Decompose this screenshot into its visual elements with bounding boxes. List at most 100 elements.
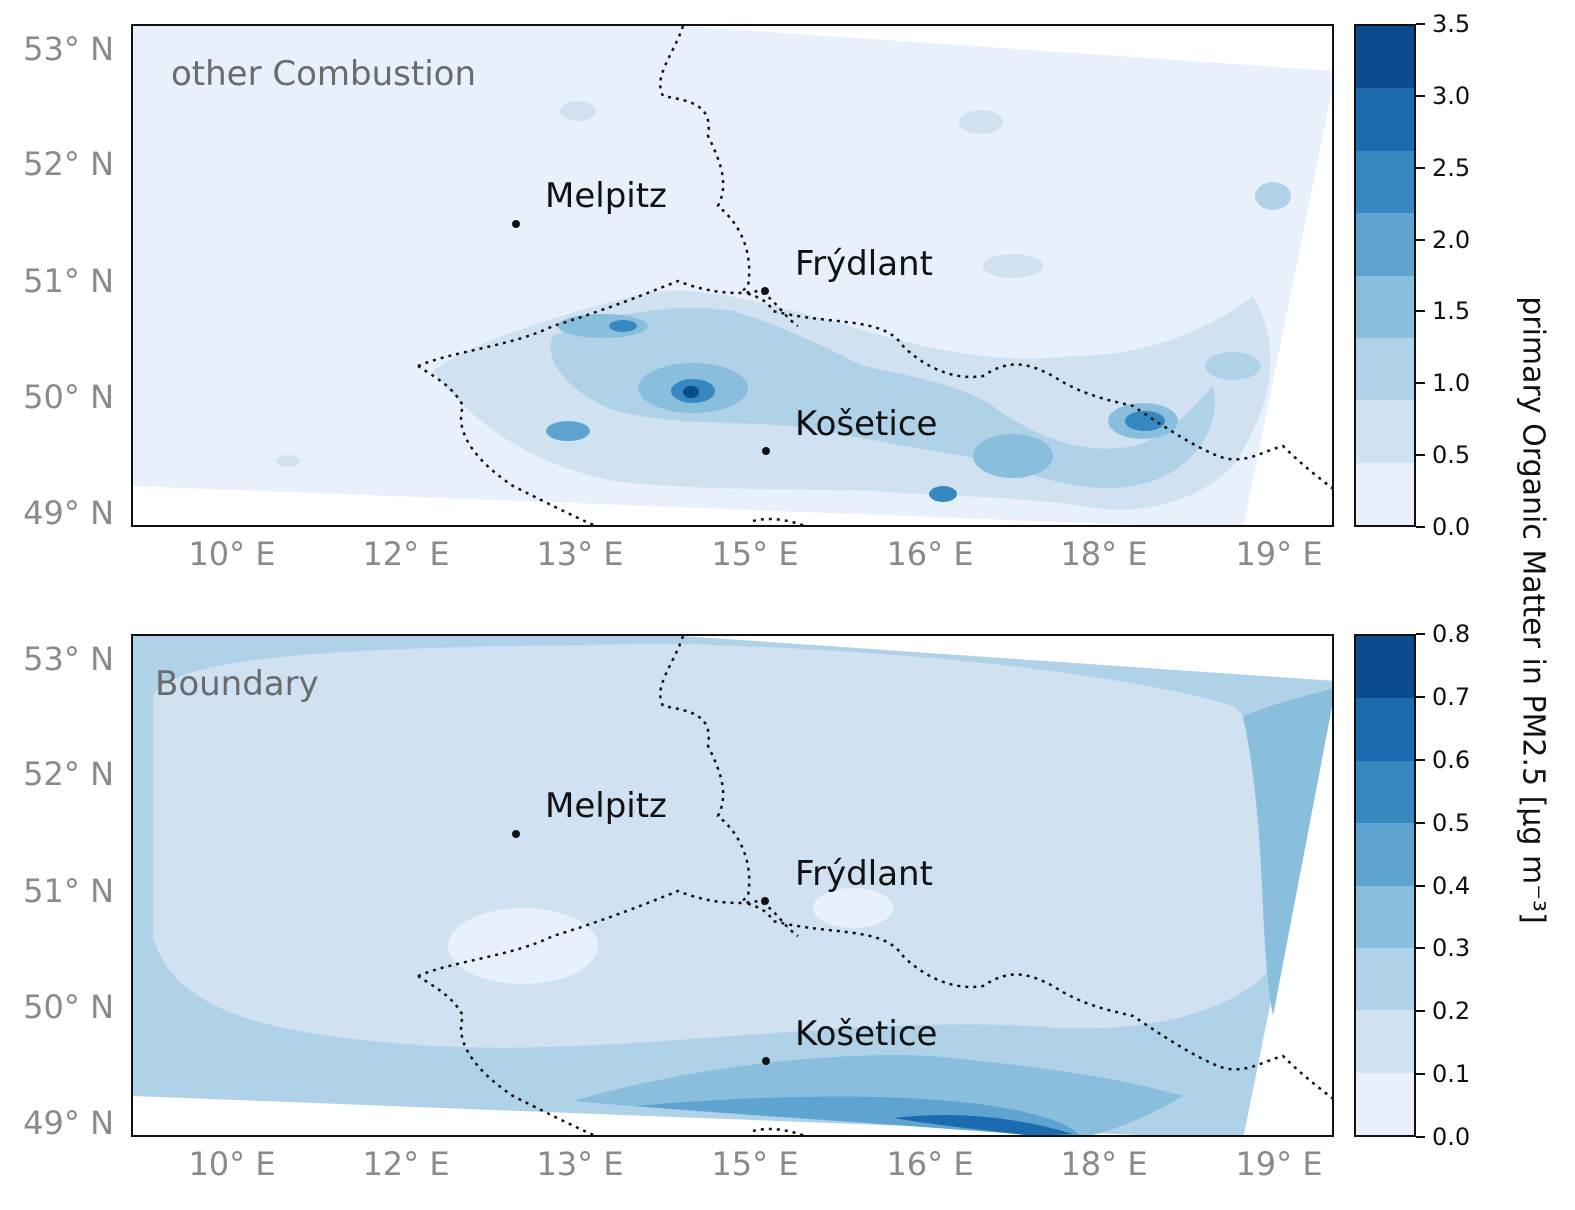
colorbar-tick-mark xyxy=(1416,1136,1425,1138)
colorbar-segment xyxy=(1356,760,1414,824)
colorbar-segment xyxy=(1356,88,1414,151)
colorbar-tick-label: 0.8 xyxy=(1432,620,1471,648)
map-panel-other-combustion: other Combustion Melpitz Frýdlant Košeti… xyxy=(0,0,1575,600)
map-area: other Combustion Melpitz Frýdlant Košeti… xyxy=(131,24,1334,527)
lat-tick-label: 51° N xyxy=(23,872,114,910)
colorbar-segment xyxy=(1356,275,1414,338)
colorbar-segment xyxy=(1356,885,1414,948)
contour-level-2 xyxy=(550,307,1215,489)
colorbar-tick-label: 0.3 xyxy=(1432,934,1471,963)
lon-tick-label: 19° E xyxy=(1235,535,1323,573)
map-field xyxy=(133,26,1332,525)
lat-tick-label: 53° N xyxy=(23,30,114,68)
colorbar-segment xyxy=(1356,26,1414,89)
colorbar-tick-mark xyxy=(1416,633,1425,635)
lon-tick-label: 15° E xyxy=(711,535,799,573)
colorbar-segment xyxy=(1356,337,1414,401)
station-marker-frydlant xyxy=(761,897,769,905)
colorbar-tick-label: 1.5 xyxy=(1432,297,1471,326)
lon-tick-label: 12° E xyxy=(362,535,450,573)
colorbar-tick-label: 3.0 xyxy=(1432,81,1471,110)
contour-level-1 xyxy=(153,644,1290,1048)
lon-tick-label: 19° E xyxy=(1235,1145,1323,1183)
lat-tick-label: 50° N xyxy=(23,988,114,1026)
colorbar-tick-label: 0.0 xyxy=(1432,513,1471,541)
colorbar-tick-mark xyxy=(1416,238,1425,241)
colorbar-tick-label: 2.5 xyxy=(1432,153,1471,182)
lat-tick-label: 49° N xyxy=(23,1104,114,1142)
colorbar-tick-mark xyxy=(1416,23,1425,25)
lat-tick-label: 52° N xyxy=(23,145,114,183)
colorbar-segment xyxy=(1356,400,1414,463)
station-marker-melpitz xyxy=(512,220,520,228)
lon-tick-label: 18° E xyxy=(1060,1145,1148,1183)
lat-tick-label: 50° N xyxy=(23,378,114,416)
lat-tick-label: 51° N xyxy=(23,262,114,300)
border-line xyxy=(659,26,1332,490)
lon-tick-label: 10° E xyxy=(188,535,276,573)
colorbar-tick-mark xyxy=(1416,695,1425,698)
colorbar-tick-label: 0.7 xyxy=(1432,682,1471,711)
colorbar xyxy=(1354,24,1416,527)
colorbar-tick-mark xyxy=(1416,310,1425,313)
station-marker-kosetice xyxy=(762,1057,770,1065)
colorbar-tick-label: 0.5 xyxy=(1432,808,1471,837)
station-label-melpitz: Melpitz xyxy=(545,786,667,826)
lon-tick-label: 13° E xyxy=(536,1145,624,1183)
colorbar-tick-mark xyxy=(1416,1010,1425,1013)
station-label-melpitz: Melpitz xyxy=(545,176,667,216)
colorbar-segment xyxy=(1356,636,1414,699)
colorbar-tick-mark xyxy=(1416,1073,1425,1076)
station-label-kosetice: Košetice xyxy=(795,1014,938,1054)
colorbar-segment xyxy=(1356,213,1414,276)
station-marker-melpitz xyxy=(512,830,520,838)
colorbar-tick-label: 3.5 xyxy=(1432,10,1471,38)
colorbar-segment xyxy=(1356,1010,1414,1073)
colorbar-tick-mark xyxy=(1416,821,1425,824)
colorbar-segment xyxy=(1356,947,1414,1011)
colorbar-tick-label: 0.1 xyxy=(1432,1060,1471,1089)
colorbar-tick-label: 0.2 xyxy=(1432,997,1471,1026)
colorbar-tick-mark xyxy=(1416,758,1425,761)
station-label-frydlant: Frýdlant xyxy=(795,244,933,284)
station-label-frydlant: Frýdlant xyxy=(795,854,933,894)
station-label-kosetice: Košetice xyxy=(795,404,938,444)
colorbar xyxy=(1354,634,1416,1137)
colorbar-tick-label: 0.5 xyxy=(1432,441,1471,470)
colorbar-segment xyxy=(1356,1072,1414,1135)
colorbar-tick-mark xyxy=(1416,382,1425,385)
lon-tick-label: 10° E xyxy=(188,1145,276,1183)
lon-tick-label: 12° E xyxy=(362,1145,450,1183)
border-line xyxy=(659,636,1332,1100)
colorbar-segment xyxy=(1356,823,1414,886)
map-area: Boundary Melpitz Frýdlant Košetice xyxy=(131,634,1334,1137)
colorbar-tick-mark xyxy=(1416,166,1425,169)
station-marker-frydlant xyxy=(761,287,769,295)
colorbar-segment xyxy=(1356,698,1414,761)
map-panel-boundary: Boundary Melpitz Frýdlant Košetice 53° N… xyxy=(0,610,1575,1210)
lat-tick-label: 49° N xyxy=(23,494,114,532)
lon-tick-label: 13° E xyxy=(536,535,624,573)
colorbar-title-text: primary Organic Matter in PM2.5 [µg m⁻³] xyxy=(1515,296,1551,924)
lat-tick-label: 53° N xyxy=(23,640,114,678)
station-marker-kosetice xyxy=(762,447,770,455)
colorbar-segment xyxy=(1356,150,1414,214)
lon-tick-label: 16° E xyxy=(886,1145,974,1183)
panel-label: Boundary xyxy=(155,664,319,704)
colorbar-tick-label: 2.0 xyxy=(1432,225,1471,254)
colorbar-segment xyxy=(1356,462,1414,525)
colorbar-tick-label: 0.6 xyxy=(1432,745,1471,774)
colorbar-tick-mark xyxy=(1416,454,1425,457)
lon-tick-label: 15° E xyxy=(711,1145,799,1183)
colorbar-tick-mark xyxy=(1416,884,1425,887)
colorbar-tick-mark xyxy=(1416,94,1425,97)
colorbar-tick-label: 0.4 xyxy=(1432,871,1471,900)
colorbar-tick-mark xyxy=(1416,526,1425,528)
map-field xyxy=(133,636,1332,1135)
panel-label: other Combustion xyxy=(171,54,477,94)
colorbar-tick-mark xyxy=(1416,947,1425,950)
colorbar-tick-label: 1.0 xyxy=(1432,369,1471,398)
colorbar-tick-label: 0.0 xyxy=(1432,1123,1471,1151)
lat-tick-label: 52° N xyxy=(23,755,114,793)
lon-tick-label: 16° E xyxy=(886,535,974,573)
